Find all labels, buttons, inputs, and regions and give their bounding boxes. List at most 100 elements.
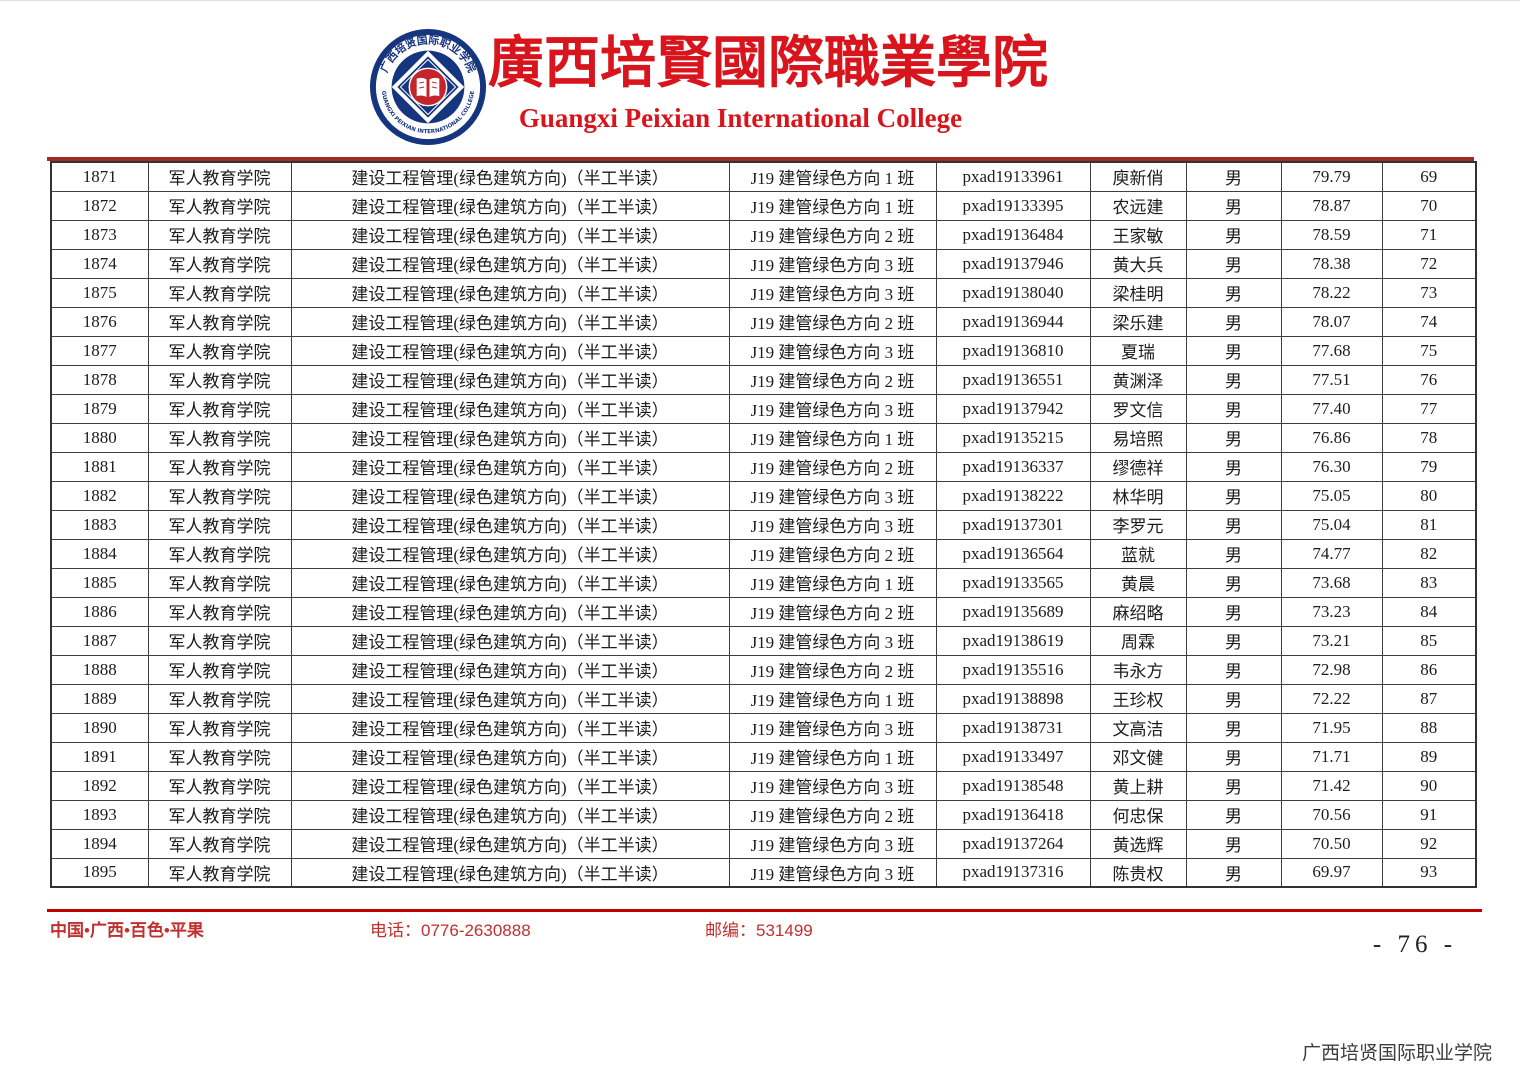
- cell-name: 文高洁: [1089, 712, 1187, 743]
- cell-no: 1872: [50, 190, 149, 221]
- cell-gender: 男: [1185, 248, 1282, 279]
- cell-gender: 男: [1185, 596, 1282, 627]
- cell-gender: 男: [1185, 828, 1282, 859]
- cell-college: 军人教育学院: [147, 306, 292, 337]
- cell-no: 1876: [50, 306, 149, 337]
- cell-id: pxad19137301: [935, 509, 1091, 540]
- cell-name: 黄晨: [1089, 567, 1187, 598]
- cell-class: J19 建管绿色方向 3 班: [728, 277, 937, 308]
- cell-score: 78.22: [1280, 277, 1383, 308]
- cell-no: 1871: [50, 161, 149, 192]
- cell-score: 79.79: [1280, 161, 1383, 192]
- cell-score: 77.40: [1280, 393, 1383, 424]
- cell-no: 1873: [50, 219, 149, 250]
- cell-rank: 71: [1381, 219, 1477, 250]
- cell-no: 1888: [50, 654, 149, 685]
- cell-id: pxad19137946: [935, 248, 1091, 279]
- cell-rank: 88: [1381, 712, 1477, 743]
- cell-class: J19 建管绿色方向 1 班: [728, 190, 937, 221]
- cell-score: 77.68: [1280, 335, 1383, 366]
- cell-gender: 男: [1185, 393, 1282, 424]
- cell-college: 军人教育学院: [147, 799, 292, 830]
- cell-no: 1892: [50, 770, 149, 801]
- cell-no: 1885: [50, 567, 149, 598]
- cell-score: 73.23: [1280, 596, 1383, 627]
- cell-gender: 男: [1185, 451, 1282, 482]
- cell-major: 建设工程管理(绿色建筑方向)（半工半读）: [290, 509, 730, 540]
- cell-gender: 男: [1185, 712, 1282, 743]
- table-row: 1880 军人教育学院 建设工程管理(绿色建筑方向)（半工半读） J19 建管绿色方向…: [50, 422, 1477, 453]
- cell-rank: 73: [1381, 277, 1477, 308]
- cell-id: pxad19136810: [935, 335, 1091, 366]
- cell-rank: 91: [1381, 799, 1477, 830]
- cell-rank: 72: [1381, 248, 1477, 279]
- cell-major: 建设工程管理(绿色建筑方向)（半工半读）: [290, 451, 730, 482]
- cell-class: J19 建管绿色方向 3 班: [728, 393, 937, 424]
- table-row: 1895 军人教育学院 建设工程管理(绿色建筑方向)（半工半读） J19 建管绿色方向…: [50, 857, 1477, 888]
- cell-id: pxad19137264: [935, 828, 1091, 859]
- cell-class: J19 建管绿色方向 1 班: [728, 567, 937, 598]
- cell-score: 70.50: [1280, 828, 1383, 859]
- cell-no: 1891: [50, 741, 149, 772]
- cell-class: J19 建管绿色方向 3 班: [728, 625, 937, 656]
- cell-no: 1879: [50, 393, 149, 424]
- cell-class: J19 建管绿色方向 2 班: [728, 306, 937, 337]
- cell-id: pxad19136551: [935, 364, 1091, 395]
- cell-gender: 男: [1185, 741, 1282, 772]
- cell-id: pxad19136484: [935, 219, 1091, 250]
- table-row: 1876 军人教育学院 建设工程管理(绿色建筑方向)（半工半读） J19 建管绿色方向…: [50, 306, 1477, 337]
- cell-gender: 男: [1185, 335, 1282, 366]
- table-row: 1889 军人教育学院 建设工程管理(绿色建筑方向)（半工半读） J19 建管绿色方向…: [50, 683, 1477, 714]
- cell-rank: 87: [1381, 683, 1477, 714]
- cell-name: 麻绍略: [1089, 596, 1187, 627]
- cell-college: 军人教育学院: [147, 219, 292, 250]
- college-name-zh: 廣西培賢國際職業學院: [488, 30, 1048, 96]
- page-number: - 76 -: [1372, 931, 1458, 958]
- cell-class: J19 建管绿色方向 3 班: [728, 335, 937, 366]
- admission-roster-table: 1871 军人教育学院 建设工程管理(绿色建筑方向)（半工半读） J19 建管绿色方向…: [50, 161, 1477, 888]
- cell-id: pxad19137316: [935, 857, 1091, 888]
- cell-major: 建设工程管理(绿色建筑方向)（半工半读）: [290, 857, 730, 888]
- cell-name: 陈贵权: [1089, 857, 1187, 888]
- table-row: 1877 军人教育学院 建设工程管理(绿色建筑方向)（半工半读） J19 建管绿色方向…: [50, 335, 1477, 366]
- cell-major: 建设工程管理(绿色建筑方向)（半工半读）: [290, 364, 730, 395]
- cell-no: 1877: [50, 335, 149, 366]
- cell-major: 建设工程管理(绿色建筑方向)（半工半读）: [290, 741, 730, 772]
- cell-gender: 男: [1185, 799, 1282, 830]
- cell-no: 1878: [50, 364, 149, 395]
- cell-no: 1889: [50, 683, 149, 714]
- table-row: 1874 军人教育学院 建设工程管理(绿色建筑方向)（半工半读） J19 建管绿色方向…: [50, 248, 1477, 279]
- cell-major: 建设工程管理(绿色建筑方向)（半工半读）: [290, 828, 730, 859]
- cell-score: 73.21: [1280, 625, 1383, 656]
- cell-id: pxad19133565: [935, 567, 1091, 598]
- table-row: 1875 军人教育学院 建设工程管理(绿色建筑方向)（半工半读） J19 建管绿色方向…: [50, 277, 1477, 308]
- cell-class: J19 建管绿色方向 2 班: [728, 364, 937, 395]
- cell-class: J19 建管绿色方向 3 班: [728, 712, 937, 743]
- table-row: 1883 军人教育学院 建设工程管理(绿色建筑方向)（半工半读） J19 建管绿色方向…: [50, 509, 1477, 540]
- footer-phone: 电话：0776-2630888: [370, 921, 531, 940]
- cell-id: pxad19136944: [935, 306, 1091, 337]
- footer-postcode: 邮编：531499: [705, 921, 813, 940]
- table-row: 1894 军人教育学院 建设工程管理(绿色建筑方向)（半工半读） J19 建管绿色方向…: [50, 828, 1477, 859]
- cell-major: 建设工程管理(绿色建筑方向)（半工半读）: [290, 683, 730, 714]
- cell-no: 1880: [50, 422, 149, 453]
- cell-score: 69.97: [1280, 857, 1383, 888]
- cell-major: 建设工程管理(绿色建筑方向)（半工半读）: [290, 654, 730, 685]
- cell-major: 建设工程管理(绿色建筑方向)（半工半读）: [290, 248, 730, 279]
- table-row: 1878 军人教育学院 建设工程管理(绿色建筑方向)（半工半读） J19 建管绿色方向…: [50, 364, 1477, 395]
- cell-gender: 男: [1185, 422, 1282, 453]
- cell-rank: 86: [1381, 654, 1477, 685]
- cell-major: 建设工程管理(绿色建筑方向)（半工半读）: [290, 625, 730, 656]
- cell-id: pxad19136418: [935, 799, 1091, 830]
- cell-score: 76.86: [1280, 422, 1383, 453]
- cell-name: 农远建: [1089, 190, 1187, 221]
- cell-name: 何忠保: [1089, 799, 1187, 830]
- table-row: 1893 军人教育学院 建设工程管理(绿色建筑方向)（半工半读） J19 建管绿色方向…: [50, 799, 1477, 830]
- cell-gender: 男: [1185, 190, 1282, 221]
- cell-gender: 男: [1185, 625, 1282, 656]
- cell-rank: 90: [1381, 770, 1477, 801]
- cell-major: 建设工程管理(绿色建筑方向)（半工半读）: [290, 567, 730, 598]
- cell-class: J19 建管绿色方向 2 班: [728, 219, 937, 250]
- cell-score: 78.59: [1280, 219, 1383, 250]
- cell-name: 李罗元: [1089, 509, 1187, 540]
